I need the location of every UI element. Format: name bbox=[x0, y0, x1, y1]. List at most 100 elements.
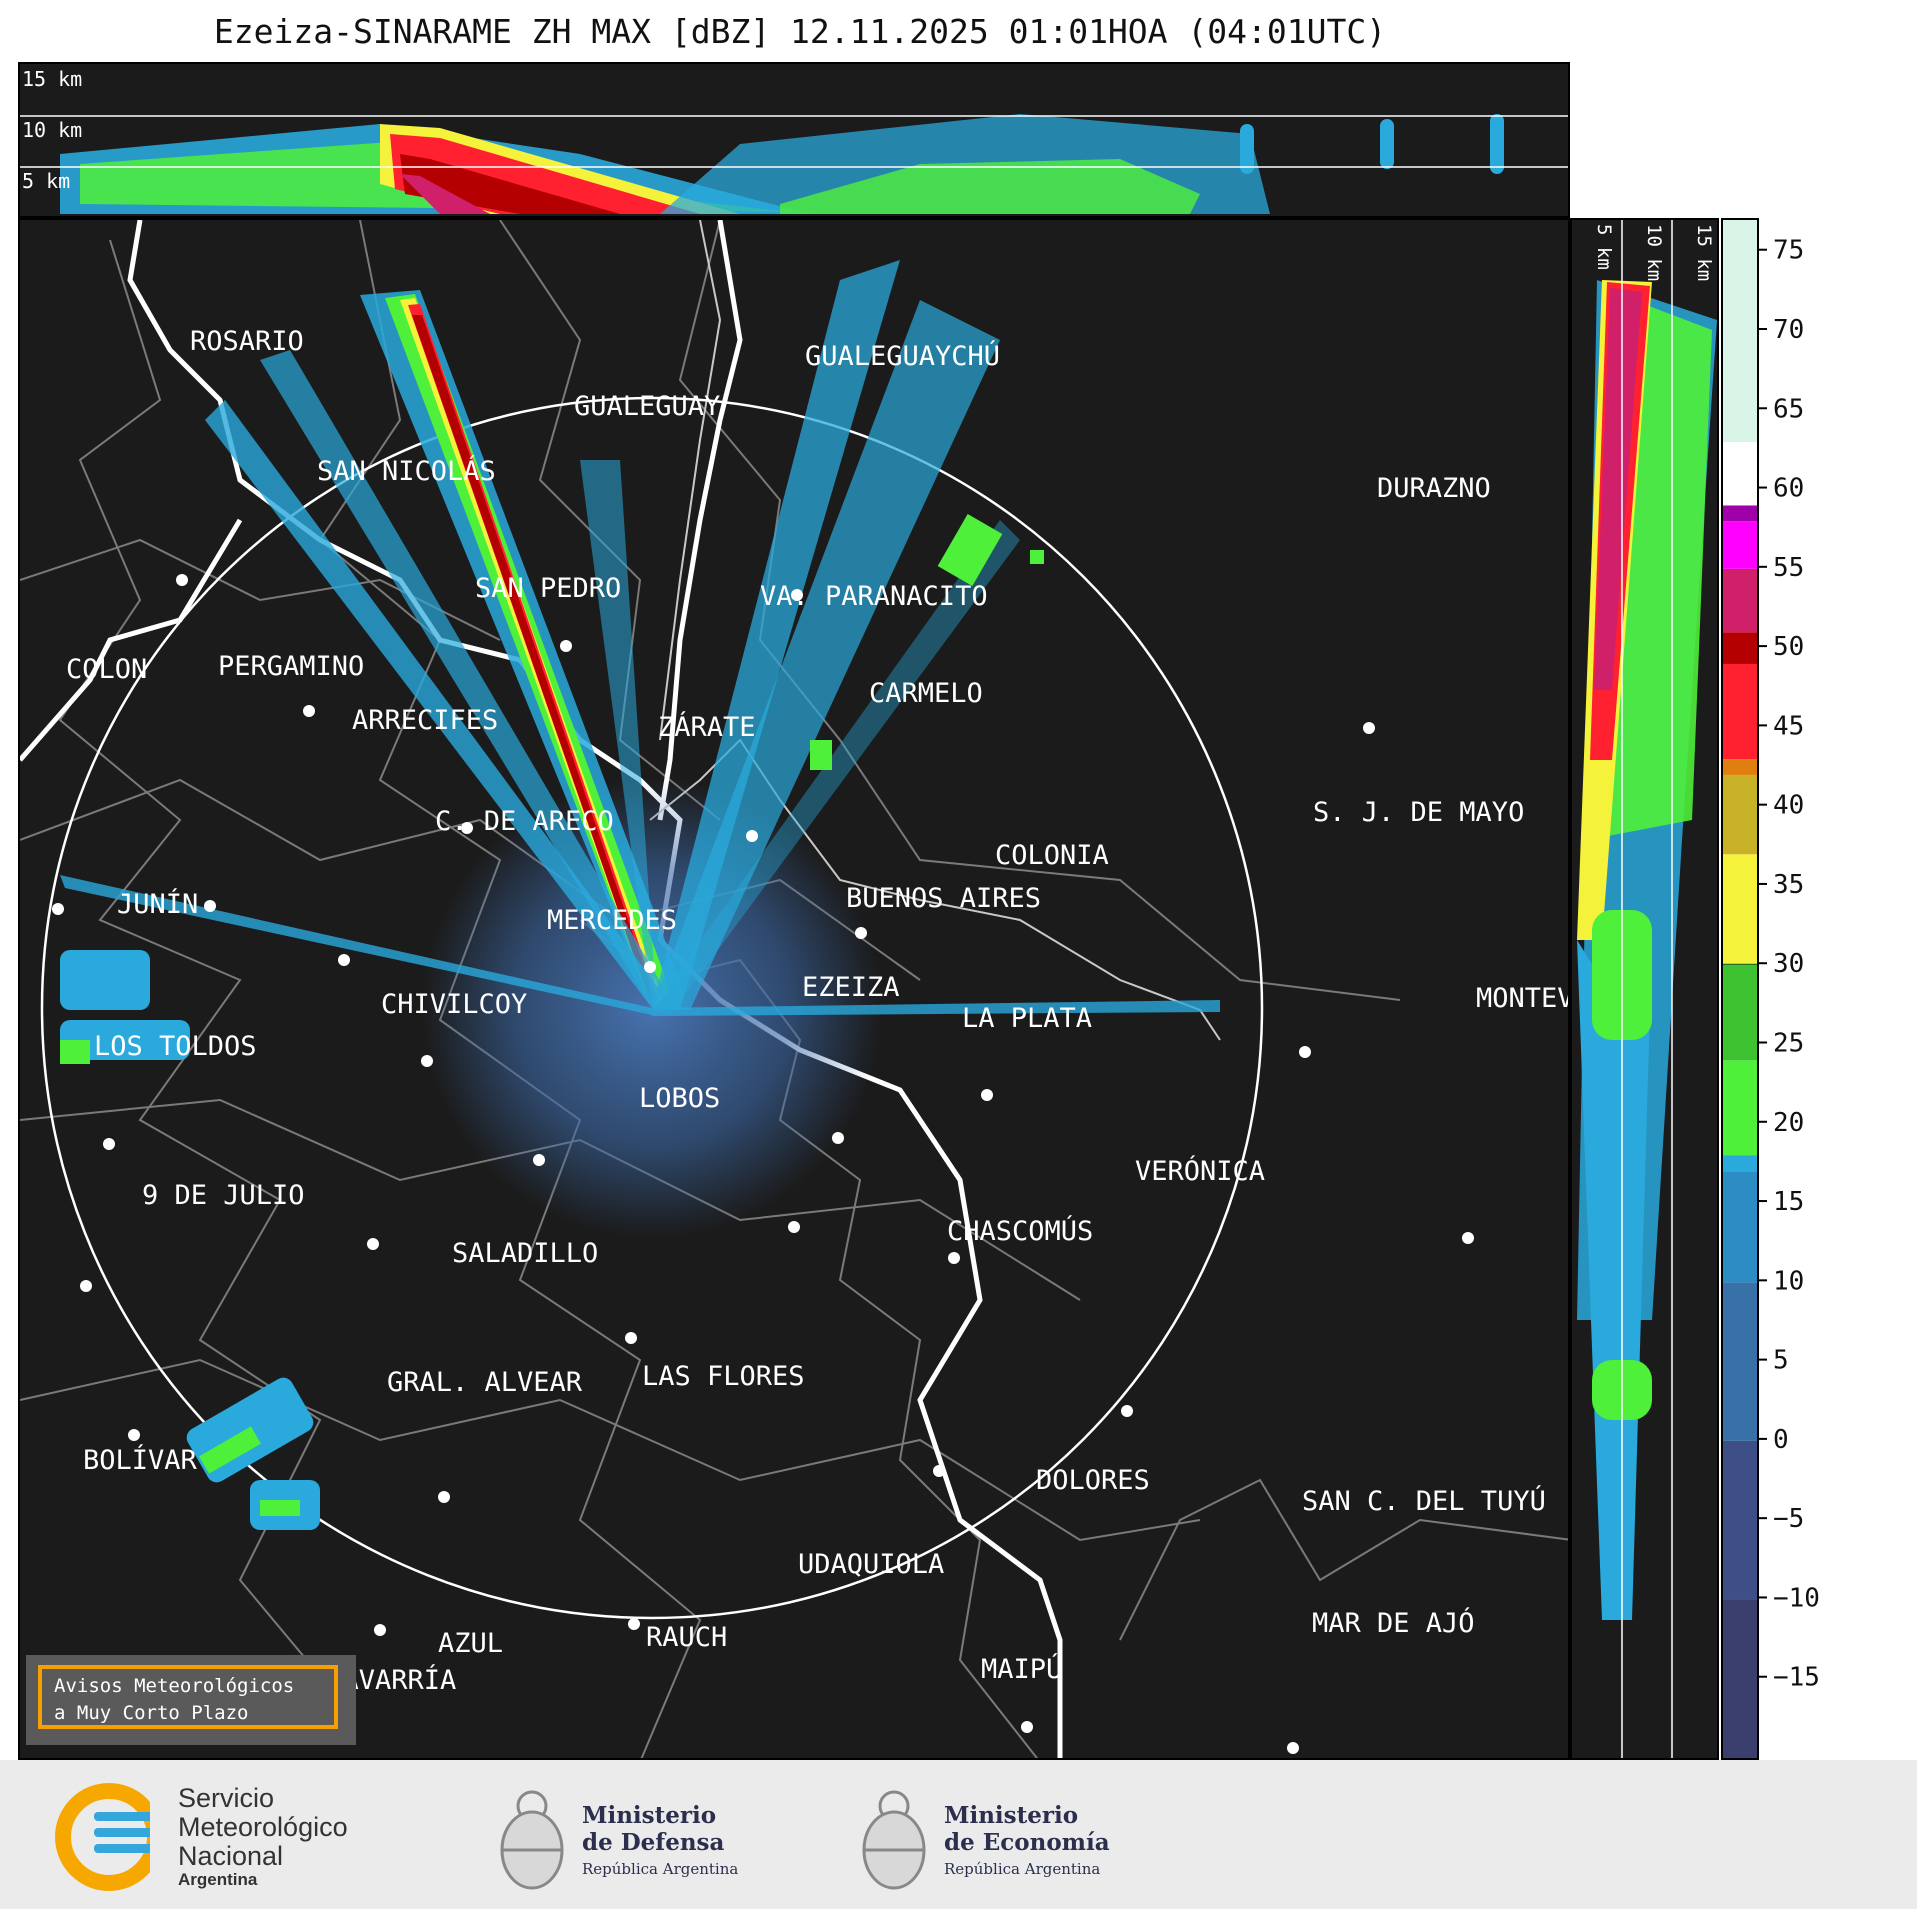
smn-logo-line1: Servicio bbox=[178, 1783, 275, 1813]
city-label-gualeguay: GUALEGUAY bbox=[574, 391, 720, 422]
colorbar-tick-label: 15 bbox=[1773, 1187, 1804, 1217]
colorbar-segment bbox=[1723, 854, 1757, 964]
city-label-junin: JUNÍN bbox=[117, 888, 198, 920]
colorbar-tick-label: 60 bbox=[1773, 474, 1804, 504]
side-height-label-10km: 10 km bbox=[1643, 224, 1665, 281]
height-label-5km: 5 km bbox=[22, 169, 70, 193]
range-ring bbox=[40, 396, 1264, 1620]
city-label-chascomus: CHASCOMÚS bbox=[947, 1215, 1093, 1247]
city-label-las-flores: LAS FLORES bbox=[642, 1361, 805, 1392]
city-label-9-de-julio: 9 DE JULIO bbox=[142, 1180, 305, 1211]
city-label-azul: AZUL bbox=[438, 1628, 503, 1659]
top-height-profile: 15 km 10 km 5 km bbox=[18, 62, 1570, 218]
defensa-sub: República Argentina bbox=[582, 1860, 739, 1878]
colorbar-segment bbox=[1723, 1171, 1757, 1283]
colorbar-tick-label: 5 bbox=[1773, 1346, 1789, 1376]
city-label-colon: COLON bbox=[66, 654, 147, 685]
smn-logo-text: Servicio Meteorológico Nacional Argentin… bbox=[178, 1784, 348, 1889]
colorbar-segment bbox=[1723, 774, 1757, 855]
city-label-gral-alvear: GRAL. ALVEAR bbox=[387, 1367, 583, 1398]
city-label-la-plata: LA PLATA bbox=[962, 1003, 1092, 1034]
colorbar-tick-label: 30 bbox=[1773, 949, 1804, 979]
colorbar-segment bbox=[1723, 1282, 1757, 1441]
city-label-gualeguaychu: GUALEGUAYCHÚ bbox=[805, 340, 1000, 372]
city-label-san-nicolas: SAN NICOLÁS bbox=[317, 455, 496, 487]
radar-map: ROSARIO GUALEGUAYCHÚ GUALEGUAY SAN NICOL… bbox=[18, 218, 1570, 1760]
colorbar-segment bbox=[1723, 505, 1757, 522]
city-label-rosario: ROSARIO bbox=[190, 326, 304, 357]
colorbar-tick-label: 45 bbox=[1773, 711, 1804, 741]
economia-logo-text: Ministerio de Economía República Argenti… bbox=[944, 1802, 1110, 1883]
colorbar-tick-label: 25 bbox=[1773, 1028, 1804, 1058]
colorbar-tick-label: 50 bbox=[1773, 632, 1804, 662]
colorbar-tick-label: −10 bbox=[1773, 1583, 1820, 1613]
economia-sub: República Argentina bbox=[944, 1860, 1101, 1878]
colorbar-segment bbox=[1723, 1599, 1757, 1758]
side-profile-echoes bbox=[1577, 280, 1717, 1620]
colorbar-segment bbox=[1723, 632, 1757, 664]
reflectivity-echoes bbox=[60, 260, 1220, 1530]
map-title: Ezeiza-SINARAME ZH MAX [dBZ] 12.11.2025 … bbox=[213, 12, 1387, 51]
city-label-dolores: DOLORES bbox=[1036, 1465, 1150, 1496]
city-label-va-paranacito: VA. PARANACITO bbox=[760, 581, 988, 612]
colorbar-segment bbox=[1723, 1155, 1757, 1172]
city-label-udaquiola: UDAQUIOLA bbox=[798, 1549, 944, 1580]
alert-badge-frame[interactable]: Avisos Meteorológicos a Muy Corto Plazo bbox=[38, 1665, 338, 1729]
city-label-zarate: ZÁRATE bbox=[658, 711, 756, 743]
defensa-logo-text: Ministerio de Defensa República Argentin… bbox=[582, 1802, 738, 1883]
height-label-15km: 15 km bbox=[22, 67, 82, 91]
side-height-label-15km: 15 km bbox=[1693, 224, 1715, 281]
city-label-sj-de-mayo: S. J. DE MAYO bbox=[1313, 797, 1524, 828]
alert-badge-line1: Avisos Meteorológicos bbox=[54, 1675, 295, 1697]
city-label-montevideo: MONTEVIDEO bbox=[1476, 983, 1570, 1014]
colorbar-segment bbox=[1723, 441, 1757, 506]
smn-logo-line3: Nacional bbox=[178, 1841, 284, 1871]
city-label-pergamino: PERGAMINO bbox=[218, 651, 364, 682]
city-label-ezeiza: EZEIZA bbox=[802, 972, 900, 1003]
city-label-san-pedro: SAN PEDRO bbox=[475, 573, 621, 604]
colorbar-tick-label: 65 bbox=[1773, 394, 1804, 424]
colorbar-tick-label: 35 bbox=[1773, 870, 1804, 900]
defensa-coat-of-arms-icon bbox=[500, 1790, 564, 1890]
city-markers bbox=[52, 574, 1474, 1754]
smn-logo-line4: Argentina bbox=[178, 1870, 258, 1889]
colorbar-segment bbox=[1723, 965, 1757, 1061]
city-label-mercedes: MERCEDES bbox=[547, 905, 677, 936]
colorbar-segment bbox=[1723, 568, 1757, 633]
side-height-label-5km: 5 km bbox=[1593, 224, 1615, 270]
colorbar-tick-label: 55 bbox=[1773, 553, 1804, 583]
city-label-durazno: DURAZNO bbox=[1377, 473, 1491, 504]
smn-logo-line2: Meteorológico bbox=[178, 1812, 348, 1842]
height-label-10km: 10 km bbox=[22, 118, 82, 142]
city-label-arrecifes: ARRECIFES bbox=[352, 705, 498, 736]
colorbar-tick-label: −5 bbox=[1773, 1504, 1804, 1534]
alert-badge[interactable]: Avisos Meteorológicos a Muy Corto Plazo bbox=[26, 1655, 356, 1745]
alert-badge-line2: a Muy Corto Plazo bbox=[54, 1702, 249, 1724]
city-label-maipu: MAIPÚ bbox=[981, 1653, 1062, 1685]
colorbar-tick-label: 75 bbox=[1773, 236, 1804, 266]
top-profile-echoes bbox=[60, 114, 1504, 214]
colorbar-segment bbox=[1723, 1440, 1757, 1600]
city-label-c-de-areco: C. DE ARECO bbox=[435, 806, 614, 837]
city-label-buenos-aires: BUENOS AIRES bbox=[846, 883, 1041, 914]
colorbar-tick-label: 20 bbox=[1773, 1108, 1804, 1138]
colorbar bbox=[1721, 218, 1759, 1760]
colorbar-segment bbox=[1723, 963, 1757, 966]
city-label-rauch: RAUCH bbox=[646, 1622, 727, 1653]
footer: Servicio Meteorológico Nacional Argentin… bbox=[0, 1760, 1917, 1909]
city-label-veronica: VERÓNICA bbox=[1135, 1155, 1265, 1187]
economia-line1: Ministerio bbox=[944, 1802, 1079, 1829]
city-label-chivilcoy: CHIVILCOY bbox=[381, 989, 527, 1020]
city-label-colonia: COLONIA bbox=[995, 840, 1109, 871]
economia-coat-of-arms-icon bbox=[862, 1790, 926, 1890]
colorbar-tick-label: 10 bbox=[1773, 1266, 1804, 1296]
economia-line2: de Economía bbox=[944, 1829, 1110, 1856]
colorbar-tick-label: 70 bbox=[1773, 315, 1804, 345]
colorbar-segment bbox=[1723, 663, 1757, 760]
colorbar-tick-label: 40 bbox=[1773, 791, 1804, 821]
colorbar-tick-label: 0 bbox=[1773, 1425, 1789, 1455]
colorbar-segment bbox=[1723, 521, 1757, 569]
city-label-los-toldos: LOS TOLDOS bbox=[94, 1031, 257, 1062]
colorbar-segment bbox=[1723, 220, 1757, 442]
